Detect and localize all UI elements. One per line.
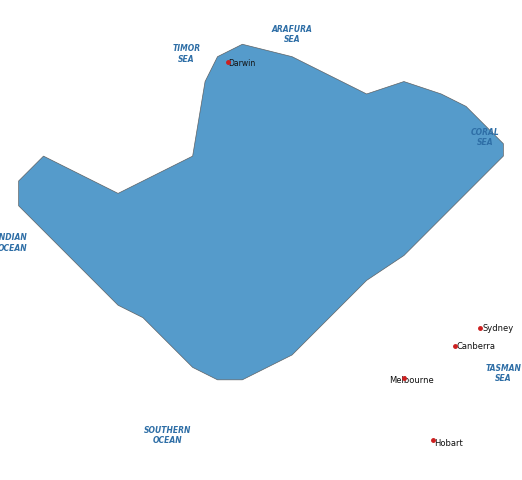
Text: Darwin: Darwin bbox=[228, 59, 255, 68]
Text: Canberra: Canberra bbox=[456, 342, 495, 351]
Polygon shape bbox=[19, 44, 503, 380]
Text: ARAFURA
SEA: ARAFURA SEA bbox=[271, 24, 313, 44]
Text: Melbourne: Melbourne bbox=[389, 376, 434, 385]
Text: CORAL
SEA: CORAL SEA bbox=[470, 128, 499, 147]
Text: SOUTHERN
OCEAN: SOUTHERN OCEAN bbox=[144, 426, 192, 445]
Text: Hobart: Hobart bbox=[434, 439, 462, 448]
Text: TASMAN
SEA: TASMAN SEA bbox=[485, 364, 521, 384]
Text: Sydney: Sydney bbox=[482, 324, 514, 334]
Text: TIMOR
SEA: TIMOR SEA bbox=[172, 45, 200, 64]
Text: INDIAN
OCEAN: INDIAN OCEAN bbox=[0, 233, 28, 253]
